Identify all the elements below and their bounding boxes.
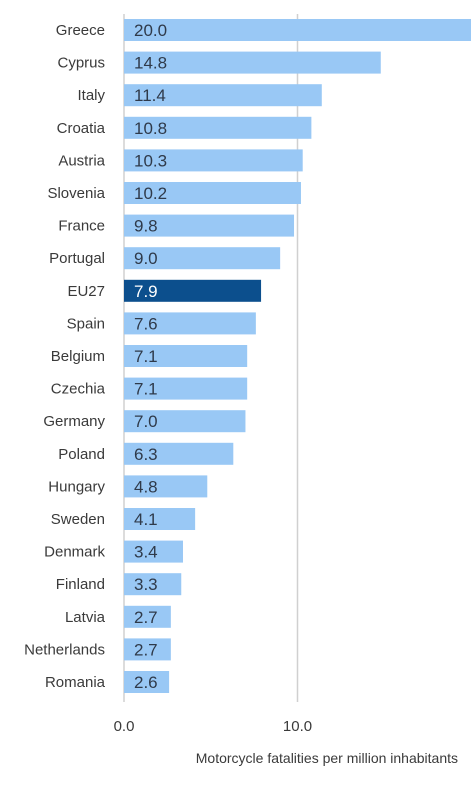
value-label-croatia: 10.8 bbox=[134, 119, 167, 138]
value-label-romania: 2.6 bbox=[134, 673, 158, 692]
category-label-finland: Finland bbox=[56, 576, 105, 593]
value-label-belgium: 7.1 bbox=[134, 347, 158, 366]
bar-germany bbox=[124, 410, 246, 433]
bar-czechia bbox=[124, 377, 248, 400]
bar-latvia bbox=[124, 605, 171, 628]
category-label-portugal: Portugal bbox=[49, 250, 105, 267]
category-label-italy: Italy bbox=[77, 87, 105, 104]
bar-greece bbox=[124, 19, 471, 41]
category-label-croatia: Croatia bbox=[57, 120, 106, 137]
value-label-netherlands: 2.7 bbox=[134, 640, 158, 659]
category-label-germany: Germany bbox=[43, 413, 105, 430]
x-tick-label: 10.0 bbox=[283, 718, 312, 735]
bar-cyprus bbox=[124, 51, 381, 74]
bar-belgium bbox=[124, 345, 248, 367]
value-label-france: 9.8 bbox=[134, 217, 158, 236]
value-label-sweden: 4.1 bbox=[134, 510, 158, 529]
value-label-spain: 7.6 bbox=[134, 314, 158, 333]
category-label-denmark: Denmark bbox=[44, 544, 105, 561]
value-label-portugal: 9.0 bbox=[134, 249, 158, 268]
category-label-eu27: EU27 bbox=[67, 283, 105, 300]
category-label-czechia: Czechia bbox=[51, 381, 106, 398]
category-label-romania: Romania bbox=[45, 674, 106, 691]
value-labels: 20.0 14.8 11.4 10.8 10.3 10.2 9.8 9.0 7.9 7.6 7.1 7… bbox=[134, 21, 167, 692]
x-tick-labels: 0.0 10.0 bbox=[114, 718, 313, 735]
category-label-slovenia: Slovenia bbox=[47, 185, 105, 202]
bar-hungary bbox=[124, 475, 208, 498]
bar-croatia bbox=[124, 116, 312, 139]
value-label-eu27: 7.9 bbox=[134, 282, 158, 301]
value-label-slovenia: 10.2 bbox=[134, 184, 167, 203]
value-label-hungary: 4.8 bbox=[134, 477, 158, 496]
bar-finland bbox=[124, 573, 182, 596]
bar-netherlands bbox=[124, 638, 171, 661]
category-label-poland: Poland bbox=[58, 446, 105, 463]
category-label-cyprus: Cyprus bbox=[57, 55, 105, 72]
value-label-austria: 10.3 bbox=[134, 151, 167, 170]
value-label-denmark: 3.4 bbox=[134, 543, 158, 562]
bar-slovenia bbox=[124, 182, 301, 204]
value-label-latvia: 2.7 bbox=[134, 608, 158, 627]
value-label-cyprus: 14.8 bbox=[134, 54, 167, 73]
bar-spain bbox=[124, 312, 256, 335]
category-label-france: France bbox=[58, 218, 105, 235]
bars-group bbox=[124, 19, 471, 693]
bar-portugal bbox=[124, 247, 281, 270]
bar-sweden bbox=[124, 508, 196, 530]
category-label-austria: Austria bbox=[58, 152, 105, 169]
category-label-greece: Greece bbox=[56, 22, 105, 39]
value-label-italy: 11.4 bbox=[134, 86, 166, 105]
bar-poland bbox=[124, 442, 234, 465]
value-label-poland: 6.3 bbox=[134, 445, 158, 464]
value-label-czechia: 7.1 bbox=[134, 380, 158, 399]
category-label-hungary: Hungary bbox=[48, 478, 105, 495]
bar-italy bbox=[124, 84, 322, 107]
x-axis-title: Motorcycle fatalities per million inhabi… bbox=[196, 750, 458, 766]
x-tick-label: 0.0 bbox=[114, 718, 135, 735]
category-label-belgium: Belgium bbox=[51, 348, 105, 365]
value-label-germany: 7.0 bbox=[134, 412, 158, 431]
bar-denmark bbox=[124, 540, 183, 563]
bar-france bbox=[124, 214, 295, 237]
category-labels: Greece Cyprus Italy Croatia Austria Slovenia F… bbox=[24, 22, 106, 691]
value-label-greece: 20.0 bbox=[134, 21, 167, 40]
bar-romania bbox=[124, 671, 170, 693]
bar-eu27 bbox=[124, 279, 262, 302]
category-label-spain: Spain bbox=[67, 315, 105, 332]
category-label-sweden: Sweden bbox=[51, 511, 105, 528]
category-label-netherlands: Netherlands bbox=[24, 641, 105, 658]
bar-austria bbox=[124, 149, 303, 172]
value-label-finland: 3.3 bbox=[134, 575, 158, 594]
category-label-latvia: Latvia bbox=[65, 609, 106, 626]
